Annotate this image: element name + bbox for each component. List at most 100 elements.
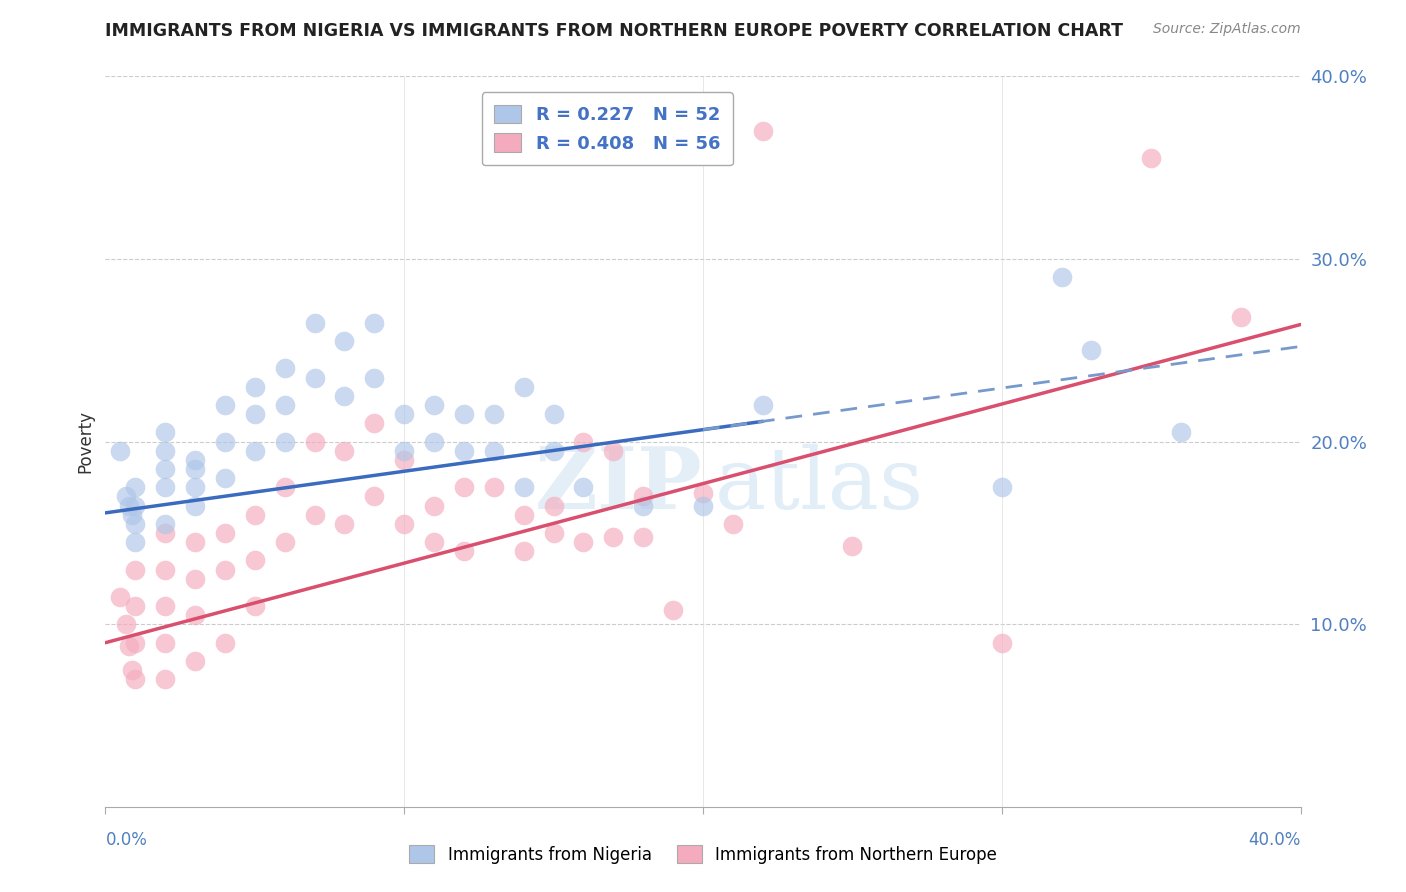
Point: [214, 471, 236, 485]
Point: [155, 599, 177, 614]
Point: [453, 443, 475, 458]
Point: [304, 316, 326, 330]
Point: [602, 530, 624, 544]
Point: [115, 617, 138, 632]
Point: [155, 563, 177, 577]
Point: [482, 480, 505, 494]
Point: [1170, 425, 1192, 440]
Point: [110, 590, 132, 604]
Point: [423, 535, 446, 549]
Point: [751, 123, 773, 137]
Point: [184, 654, 207, 668]
Text: 0.0%: 0.0%: [105, 830, 148, 848]
Point: [115, 489, 138, 503]
Point: [214, 526, 236, 541]
Point: [304, 434, 326, 449]
Point: [453, 407, 475, 421]
Point: [1140, 151, 1163, 165]
Point: [333, 389, 356, 403]
Point: [662, 603, 685, 617]
Point: [155, 673, 177, 687]
Point: [184, 462, 207, 476]
Point: [243, 508, 266, 522]
Point: [214, 563, 236, 577]
Point: [543, 499, 565, 513]
Point: [184, 608, 207, 623]
Point: [214, 635, 236, 649]
Point: [423, 398, 446, 412]
Point: [124, 535, 146, 549]
Point: [633, 489, 655, 503]
Point: [453, 480, 475, 494]
Point: [124, 635, 146, 649]
Point: [273, 361, 295, 376]
Point: [1229, 310, 1253, 325]
Point: [513, 380, 536, 394]
Point: [990, 635, 1012, 649]
Point: [513, 544, 536, 558]
Point: [333, 443, 356, 458]
Point: [155, 526, 177, 541]
Point: [243, 380, 266, 394]
Point: [482, 407, 505, 421]
Point: [543, 443, 565, 458]
Point: [155, 480, 177, 494]
Point: [184, 480, 207, 494]
Point: [363, 316, 385, 330]
Point: [602, 443, 624, 458]
Point: [572, 535, 595, 549]
Point: [633, 499, 655, 513]
Point: [124, 516, 146, 531]
Point: [572, 434, 595, 449]
Point: [121, 663, 143, 677]
Text: IMMIGRANTS FROM NIGERIA VS IMMIGRANTS FROM NORTHERN EUROPE POVERTY CORRELATION C: IMMIGRANTS FROM NIGERIA VS IMMIGRANTS FR…: [105, 22, 1123, 40]
Text: Source: ZipAtlas.com: Source: ZipAtlas.com: [1153, 22, 1301, 37]
Point: [543, 407, 565, 421]
Point: [273, 535, 295, 549]
Point: [990, 480, 1012, 494]
Point: [543, 526, 565, 541]
Point: [333, 516, 356, 531]
Point: [214, 434, 236, 449]
Point: [124, 673, 146, 687]
Point: [184, 499, 207, 513]
Point: [184, 535, 207, 549]
Point: [721, 516, 744, 531]
Point: [124, 563, 146, 577]
Point: [110, 443, 132, 458]
Legend: R = 0.227   N = 52, R = 0.408   N = 56: R = 0.227 N = 52, R = 0.408 N = 56: [482, 92, 733, 165]
Y-axis label: Poverty: Poverty: [76, 410, 94, 473]
Point: [273, 398, 295, 412]
Point: [751, 398, 773, 412]
Point: [273, 480, 295, 494]
Point: [155, 443, 177, 458]
Point: [572, 480, 595, 494]
Point: [394, 407, 416, 421]
Point: [155, 516, 177, 531]
Point: [1080, 343, 1102, 358]
Point: [304, 370, 326, 384]
Point: [155, 462, 177, 476]
Point: [1050, 269, 1073, 284]
Point: [273, 434, 295, 449]
Point: [633, 530, 655, 544]
Point: [243, 599, 266, 614]
Text: atlas: atlas: [716, 444, 924, 527]
Point: [394, 453, 416, 467]
Point: [841, 539, 863, 553]
Point: [155, 425, 177, 440]
Point: [124, 599, 146, 614]
Point: [304, 508, 326, 522]
Point: [184, 572, 207, 586]
Point: [118, 499, 141, 513]
Point: [118, 640, 141, 654]
Point: [121, 508, 143, 522]
Point: [513, 480, 536, 494]
Point: [423, 499, 446, 513]
Point: [513, 508, 536, 522]
Point: [124, 480, 146, 494]
Text: 40.0%: 40.0%: [1249, 830, 1301, 848]
Legend: Immigrants from Nigeria, Immigrants from Northern Europe: Immigrants from Nigeria, Immigrants from…: [402, 838, 1004, 871]
Point: [453, 544, 475, 558]
Point: [394, 443, 416, 458]
